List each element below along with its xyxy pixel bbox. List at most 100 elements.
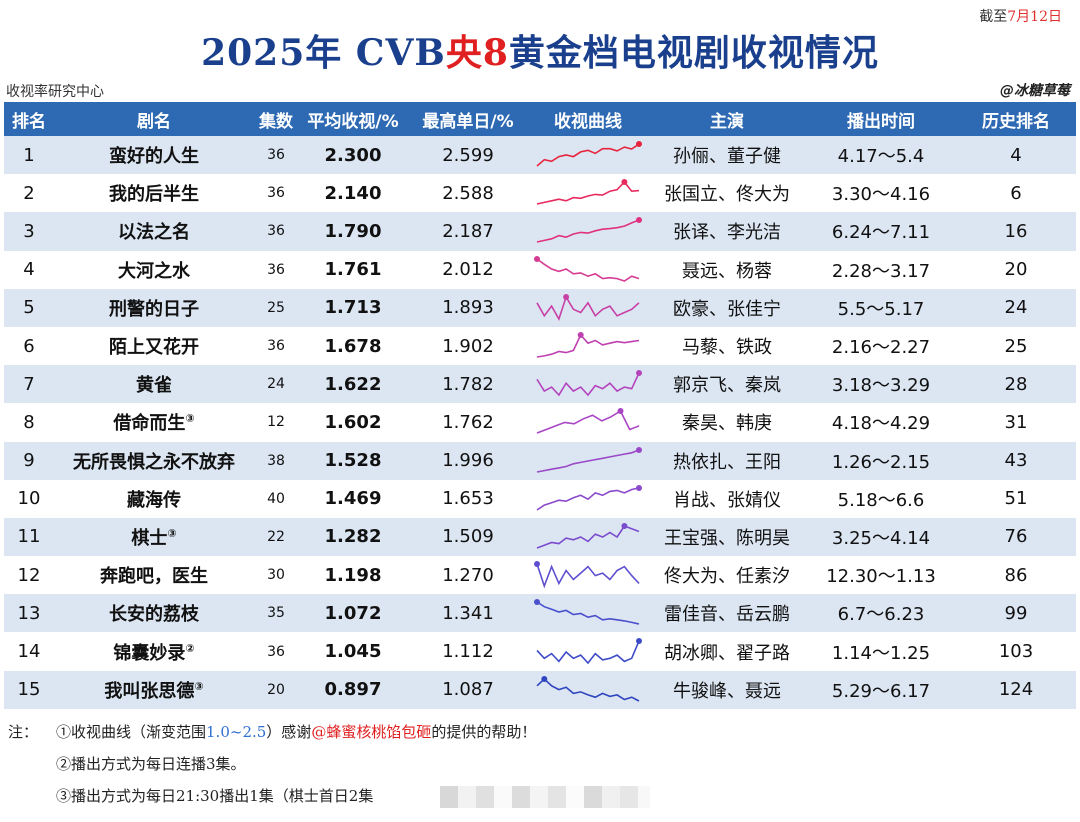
cast-cell: 张译、李光洁 [673,222,781,244]
average-rating-cell: 1.602 [324,411,382,433]
episodes-cell: 22 [267,528,285,545]
history-rank-cell: 31 [1004,411,1028,433]
sparkline-line [536,258,640,282]
history-rank-cell: 124 [998,679,1034,701]
ratings-sparkline [536,408,640,435]
airtime-cell: 6.24～7.11 [831,222,931,244]
title-cell: 刑警的日子 [54,295,254,321]
ratings-sparkline [534,599,640,626]
table-row: 14 锦囊妙录② 36 1.045 1.112 胡冰卿、翟子路 1.14～1.25 103 [4,632,1076,670]
cast-cell: 雷佳音、岳云鹏 [664,604,790,626]
title-cell: 陌上又花开 [54,333,254,359]
title-cell: 奔跑吧，医生 [54,562,254,588]
ratings-table: 排名 剧名 集数 平均收视/% 最高单日/% 收视曲线 主演 播出时间 历史排名… [4,102,1076,709]
sparkline-peak-point [636,141,642,148]
ratings-sparkline [536,484,642,511]
title-cell: 大河之水 [54,257,254,283]
title-text: 长安的荔枝 [109,604,199,626]
peak-rating-cell: 1.762 [442,411,494,433]
sparkline-line [536,372,640,397]
sparkline-line [536,143,640,167]
title-cell: 黄雀 [54,371,254,397]
cast-cell: 热依扎、王阳 [673,451,781,473]
title-cell: 棋士③ [54,524,254,550]
episodes-cell: 20 [267,681,285,698]
average-rating-cell: 1.790 [324,220,382,242]
rank-cell: 11 [17,526,41,548]
sparkline-peak-point [534,255,540,262]
rank-cell: 10 [17,488,41,510]
header-rank: 排名 [12,111,46,132]
history-rank-cell: 43 [1004,450,1028,472]
cast-cell: 秦昊、韩庚 [682,413,772,435]
table-row: 10 藏海传 40 1.469 1.653 肖战、张婧仪 5.18～6.6 51 [4,480,1076,518]
title-text: 藏海传 [127,489,181,511]
curve-cell [528,522,648,552]
title-text: 陌上又花开 [109,337,199,359]
rank-cell: 12 [17,564,41,586]
average-rating-cell: 1.198 [324,564,382,586]
sparkline-peak-point [636,217,642,224]
cast-cell: 王宝强、陈明昊 [664,527,790,549]
average-rating-cell: 1.713 [324,297,382,319]
header-title: 剧名 [137,111,171,132]
cast-cell: 聂远、杨蓉 [682,260,772,282]
history-rank-cell: 16 [1004,220,1028,242]
sparkline-peak-point [636,637,642,644]
header-history-rank: 历史排名 [982,111,1050,132]
average-rating-cell: 1.282 [324,526,382,548]
rank-cell: 2 [23,182,35,204]
sparkline-line [536,640,640,664]
episodes-cell: 12 [267,414,285,431]
table-header: 排名 剧名 集数 平均收视/% 最高单日/% 收视曲线 主演 播出时间 历史排名 [4,102,1076,136]
title-text: 借命而生 [113,413,186,435]
peak-rating-cell: 1.902 [442,335,494,357]
cast-cell: 肖战、张婧仪 [673,489,781,511]
sparkline-peak-point [636,446,642,453]
peak-rating-cell: 2.012 [442,259,494,281]
footnote-marker: ② [185,641,195,655]
title-text: 我叫张思德 [104,680,195,702]
ratings-sparkline [536,217,642,244]
cast-cell: 胡冰卿、翟子路 [664,642,790,664]
curve-cell [528,178,648,208]
episodes-cell: 35 [267,605,285,622]
curve-cell [528,255,648,285]
average-rating-cell: 1.072 [324,602,382,624]
sparkline-peak-point [563,293,570,300]
title-text: 奔跑吧，医生 [100,566,208,588]
ratings-sparkline [534,561,640,589]
rank-cell: 3 [23,220,35,242]
rank-cell: 9 [23,450,35,472]
peak-rating-cell: 1.782 [442,373,494,395]
table-row: 12 奔跑吧，医生 30 1.198 1.270 佟大为、任素汐 12.30～1.13 86 [4,556,1076,594]
sparkline-peak-point [577,332,584,339]
average-rating-cell: 0.897 [324,679,382,701]
sparkline-line [536,410,640,435]
peak-rating-cell: 1.653 [442,488,494,510]
rank-cell: 15 [17,679,41,701]
episodes-cell: 36 [267,338,285,355]
ratings-sparkline [536,675,640,702]
ratings-sparkline [536,141,642,167]
as-of-date: 截至7月12日 [979,9,1062,25]
sparkline-peak-point [534,561,540,568]
curve-cell [528,484,648,514]
history-rank-cell: 24 [1004,297,1028,319]
airtime-cell: 3.30～4.16 [831,184,931,206]
title-cell: 我叫张思德③ [54,677,254,703]
peak-rating-cell: 1.893 [442,297,494,319]
airtime-cell: 3.25～4.14 [831,527,931,549]
episodes-cell: 24 [267,376,285,393]
sparkline-line [536,181,640,206]
airtime-cell: 2.28～3.17 [831,260,931,282]
rank-cell: 1 [23,144,35,166]
title-text: 无所畏惧之永不放弃 [73,451,235,473]
airtime-cell: 6.7～6.23 [837,604,925,626]
footnote-marker: ③ [194,679,204,693]
rank-cell: 5 [23,297,35,319]
rank-cell: 4 [23,259,35,281]
ratings-sparkline [536,370,642,397]
ratings-sparkline [536,637,642,664]
sparkline-line [536,448,640,473]
